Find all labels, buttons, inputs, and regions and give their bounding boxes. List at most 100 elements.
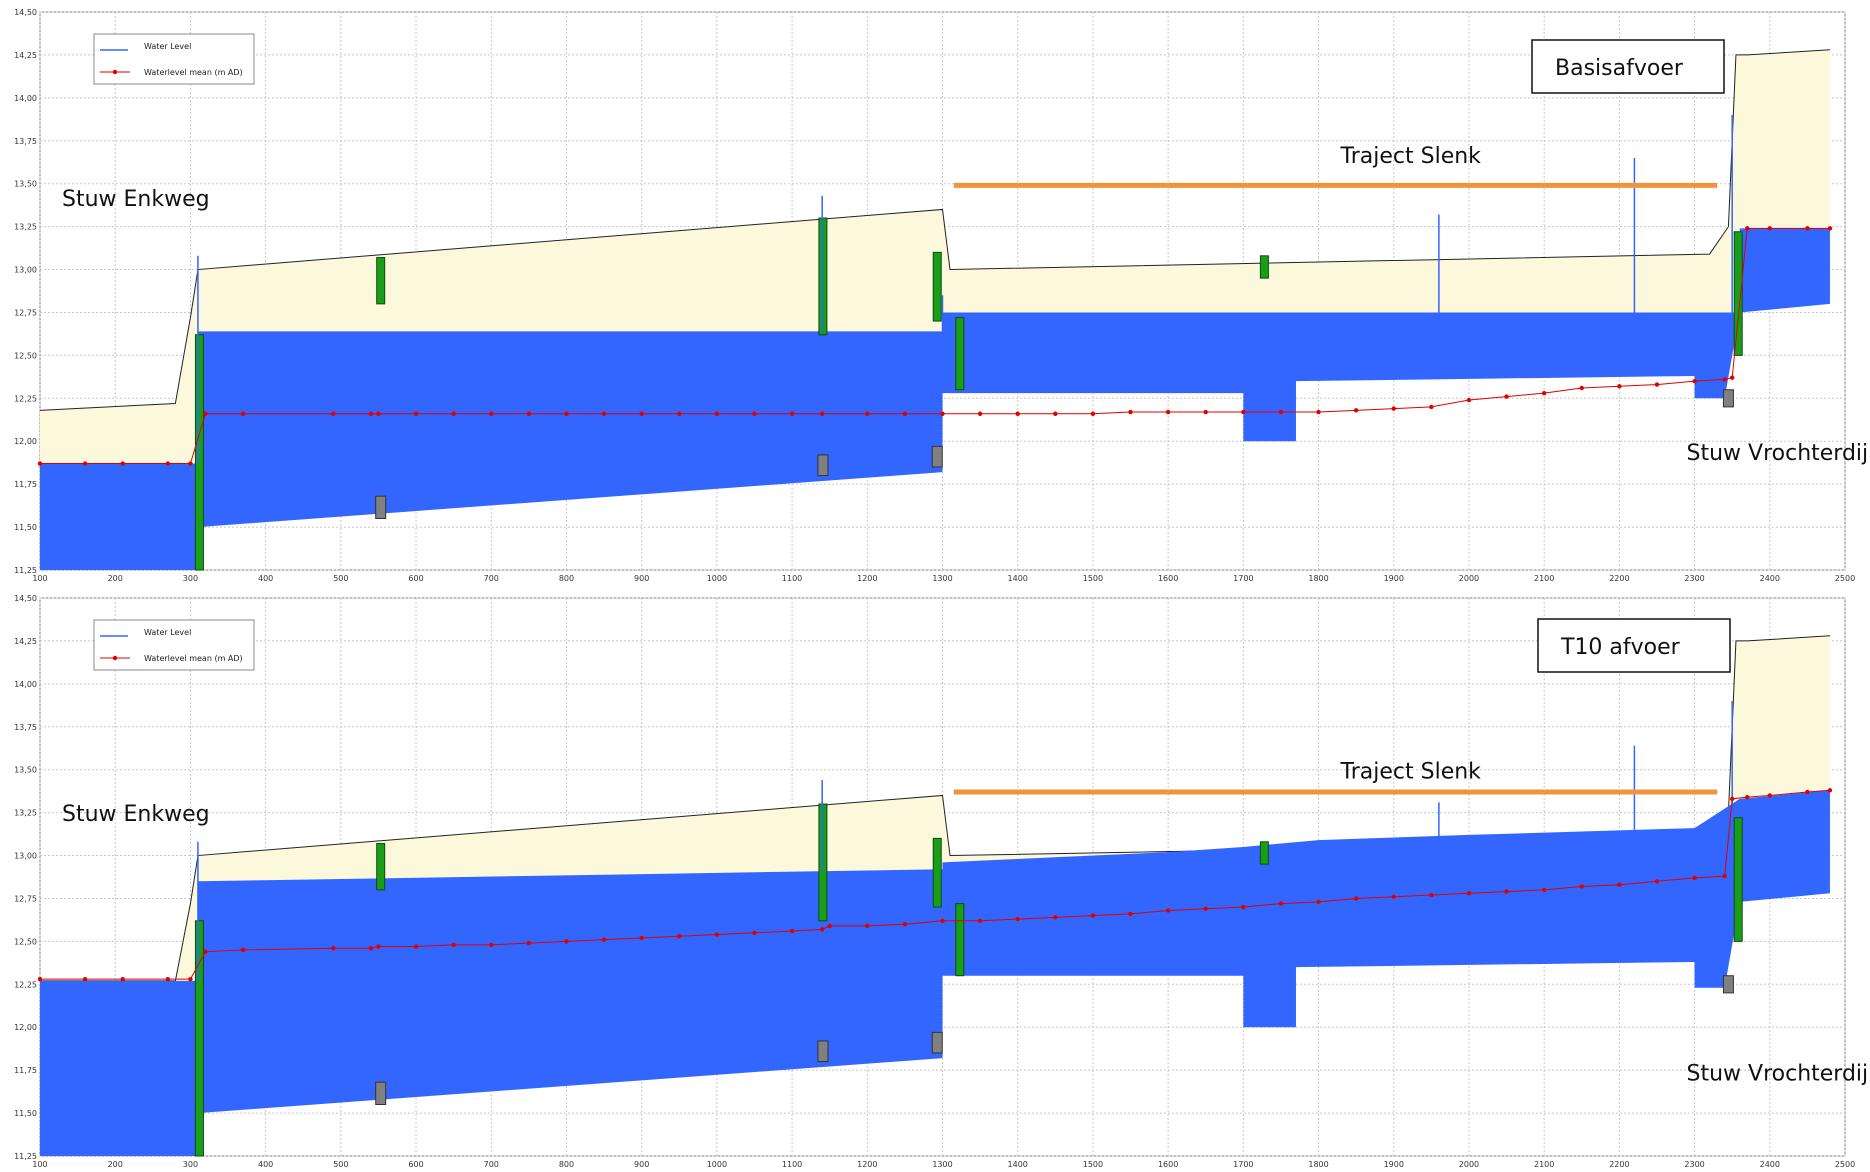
waterlevel-mean-point <box>1504 889 1508 893</box>
y-tick-label: 12,50 <box>14 351 37 360</box>
waterlevel-mean-point <box>188 977 192 981</box>
culvert-structure <box>818 1041 828 1062</box>
y-tick-label: 11,75 <box>14 480 37 489</box>
y-tick-label: 11,50 <box>14 1109 37 1118</box>
x-tick-label: 600 <box>408 574 423 582</box>
legend-label-waterlevel-mean: Waterlevel mean (m AD) <box>144 68 243 77</box>
waterlevel-mean-point <box>752 412 756 416</box>
waterlevel-mean-point <box>1805 790 1809 794</box>
waterlevel-mean-point <box>1279 410 1283 414</box>
waterlevel-mean-point <box>564 412 568 416</box>
waterlevel-mean-point <box>1279 901 1283 905</box>
x-tick-label: 2100 <box>1534 1160 1554 1168</box>
y-tick-label: 13,75 <box>14 137 37 146</box>
x-tick-label: 1000 <box>707 574 727 582</box>
x-tick-label: 500 <box>333 574 348 582</box>
waterlevel-mean-point <box>639 936 643 940</box>
x-tick-label: 2100 <box>1534 574 1554 582</box>
waterlevel-mean-point <box>451 412 455 416</box>
y-tick-label: 14,25 <box>14 637 37 646</box>
waterlevel-mean-point <box>715 932 719 936</box>
waterlevel-mean-point <box>1580 884 1584 888</box>
y-tick-label: 13,00 <box>14 266 37 275</box>
weir-structure <box>956 904 964 976</box>
waterlevel-mean-point <box>1354 896 1358 900</box>
y-tick-label: 12,75 <box>14 308 37 317</box>
annotation-label: Traject Slenk <box>1340 759 1482 784</box>
culvert-structure <box>1723 390 1733 407</box>
waterlevel-mean-point <box>677 412 681 416</box>
x-tick-label: 700 <box>484 574 499 582</box>
y-tick-label: 11,25 <box>14 566 37 575</box>
waterlevel-mean-point <box>1617 384 1621 388</box>
waterlevel-mean-point <box>1722 377 1726 381</box>
waterlevel-mean-point <box>1166 908 1170 912</box>
waterlevel-mean-point <box>414 412 418 416</box>
waterlevel-mean-point <box>677 934 681 938</box>
annotation-label: Stuw Vrochterdijk <box>1687 1061 1870 1086</box>
x-tick-label: 2300 <box>1684 574 1704 582</box>
culvert-structure <box>932 1032 942 1053</box>
x-tick-label: 1400 <box>1008 1160 1028 1168</box>
weir-structure <box>195 335 203 570</box>
waterlevel-mean-point <box>903 412 907 416</box>
waterlevel-mean-point <box>1692 876 1696 880</box>
x-tick-label: 1800 <box>1308 574 1328 582</box>
waterlevel-mean-point <box>1166 410 1170 414</box>
y-tick-label: 14,25 <box>14 51 37 60</box>
waterlevel-mean-point <box>1241 410 1245 414</box>
x-tick-label: 2200 <box>1609 574 1629 582</box>
waterlevel-mean-point <box>865 924 869 928</box>
x-tick-label: 1300 <box>932 574 952 582</box>
culvert-structure <box>818 455 828 476</box>
x-tick-label: 1800 <box>1308 1160 1328 1168</box>
waterlevel-mean-point <box>376 944 380 948</box>
waterlevel-mean-point <box>602 937 606 941</box>
culvert-structure <box>376 496 386 518</box>
x-tick-label: 1100 <box>782 574 802 582</box>
waterlevel-mean-point <box>1354 408 1358 412</box>
waterlevel-mean-point <box>1053 915 1057 919</box>
legend-label-water-level: Water Level <box>144 628 191 637</box>
waterlevel-mean-point <box>38 977 42 981</box>
y-tick-label: 13,50 <box>14 180 37 189</box>
y-tick-label: 12,50 <box>14 937 37 946</box>
x-tick-label: 2400 <box>1760 1160 1780 1168</box>
waterlevel-mean-point <box>1768 226 1772 230</box>
waterlevel-mean-point <box>564 939 568 943</box>
x-tick-label: 1500 <box>1083 1160 1103 1168</box>
waterlevel-mean-point <box>1053 412 1057 416</box>
waterlevel-mean-point <box>38 461 42 465</box>
waterlevel-mean-point <box>1745 795 1749 799</box>
annotation-label: Stuw Enkweg <box>62 802 210 827</box>
waterlevel-mean-point <box>188 461 192 465</box>
x-tick-label: 1900 <box>1384 1160 1404 1168</box>
x-tick-label: 400 <box>258 1160 273 1168</box>
waterlevel-mean-point <box>1016 917 1020 921</box>
x-tick-label: 1500 <box>1083 574 1103 582</box>
waterlevel-mean-point <box>1805 226 1809 230</box>
waterlevel-mean-point <box>1504 394 1508 398</box>
x-tick-label: 1900 <box>1384 574 1404 582</box>
x-tick-label: 200 <box>108 574 123 582</box>
y-tick-label: 11,25 <box>14 1152 37 1161</box>
waterlevel-mean-point <box>527 412 531 416</box>
waterlevel-mean-point <box>121 977 125 981</box>
waterlevel-mean-point <box>1091 913 1095 917</box>
y-tick-label: 13,75 <box>14 723 37 732</box>
x-tick-label: 400 <box>258 574 273 582</box>
waterlevel-mean-point <box>1091 412 1095 416</box>
weir-structure <box>377 258 385 304</box>
waterlevel-mean-point <box>1722 874 1726 878</box>
waterlevel-mean-point <box>827 924 831 928</box>
x-tick-label: 1000 <box>707 1160 727 1168</box>
waterlevel-mean-point <box>1617 883 1621 887</box>
x-tick-label: 1200 <box>857 1160 877 1168</box>
waterlevel-mean-point <box>166 461 170 465</box>
waterlevel-mean-point <box>1316 900 1320 904</box>
waterlevel-mean-point <box>978 412 982 416</box>
chart-title: Basisafvoer <box>1555 56 1684 81</box>
waterlevel-mean-point <box>1828 226 1832 230</box>
